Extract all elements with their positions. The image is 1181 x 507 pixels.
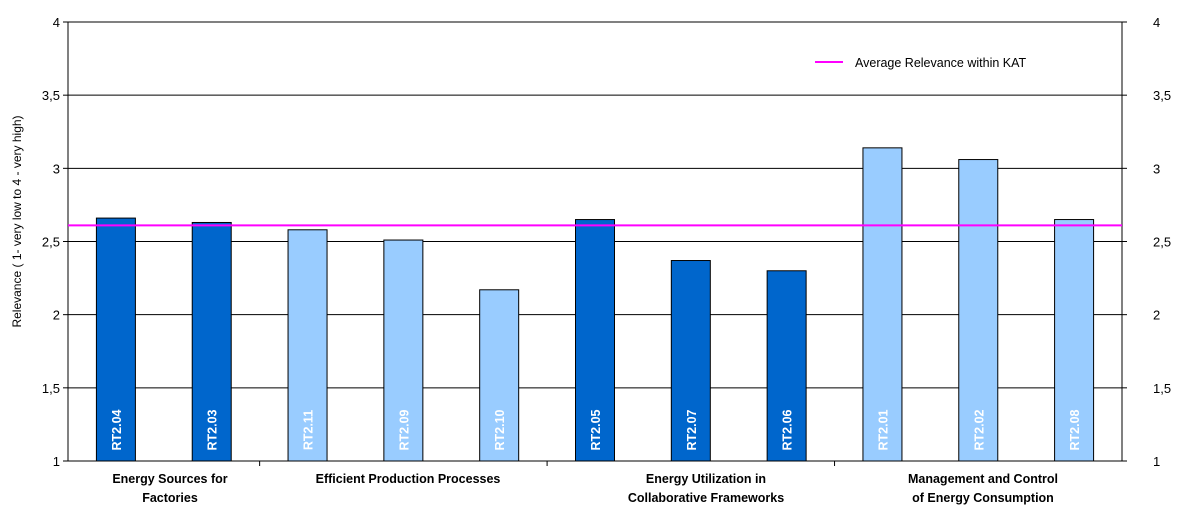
bar bbox=[479, 289, 520, 462]
y-tick-label-left: 2 bbox=[53, 308, 60, 323]
bar-label: RT2.03 bbox=[206, 409, 220, 450]
bar-label: RT2.08 bbox=[1068, 409, 1082, 450]
bar-label: RT2.01 bbox=[876, 409, 890, 450]
bar bbox=[191, 221, 232, 462]
y-tick-label-left: 4 bbox=[53, 15, 60, 30]
bar-label: RT2.09 bbox=[397, 409, 411, 450]
y-tick-label-right: 3,5 bbox=[1153, 88, 1171, 103]
group-label: Management and Control bbox=[908, 472, 1058, 486]
bar-label: RT2.04 bbox=[110, 409, 124, 450]
group-label: Factories bbox=[142, 491, 198, 505]
bar bbox=[1054, 219, 1095, 462]
bar bbox=[575, 219, 615, 462]
bar-label: RT2.02 bbox=[972, 409, 986, 450]
y-tick-label-left: 3,5 bbox=[42, 88, 60, 103]
y-tick-label-right: 2 bbox=[1153, 308, 1160, 323]
bar-label: RT2.05 bbox=[589, 409, 603, 450]
bar-label: RT2.06 bbox=[781, 409, 795, 450]
y-tick-label-right: 2,5 bbox=[1153, 235, 1171, 250]
legend-label: Average Relevance within KAT bbox=[855, 56, 1027, 70]
y-tick-label-right: 4 bbox=[1153, 15, 1160, 30]
y-tick-label-left: 3 bbox=[53, 161, 60, 176]
bar bbox=[670, 260, 711, 462]
group-label: Energy Sources for bbox=[112, 472, 227, 486]
bar-label: RT2.07 bbox=[685, 409, 699, 450]
bar-label: RT2.11 bbox=[302, 410, 316, 450]
bar bbox=[95, 217, 136, 462]
group-label: Collaborative Frameworks bbox=[628, 491, 784, 505]
bar bbox=[958, 159, 999, 462]
y-tick-label-left: 1,5 bbox=[42, 381, 60, 396]
y-tick-label-left: 1 bbox=[53, 454, 60, 469]
y-tick-label-left: 2,5 bbox=[42, 235, 60, 250]
bar-label: RT2.10 bbox=[493, 409, 507, 450]
group-label: Efficient Production Processes bbox=[316, 472, 501, 486]
bar bbox=[287, 229, 328, 462]
y-axis-title: Relevance ( 1- very low to 4 - very high… bbox=[10, 115, 24, 327]
group-label: Energy Utilization in bbox=[646, 472, 766, 486]
y-tick-label-right: 3 bbox=[1153, 161, 1160, 176]
bar bbox=[862, 147, 903, 462]
group-label: of Energy Consumption bbox=[912, 491, 1054, 505]
bar bbox=[766, 270, 807, 462]
bar bbox=[383, 239, 424, 462]
y-tick-label-right: 1,5 bbox=[1153, 381, 1171, 396]
y-tick-label-right: 1 bbox=[1153, 454, 1160, 469]
